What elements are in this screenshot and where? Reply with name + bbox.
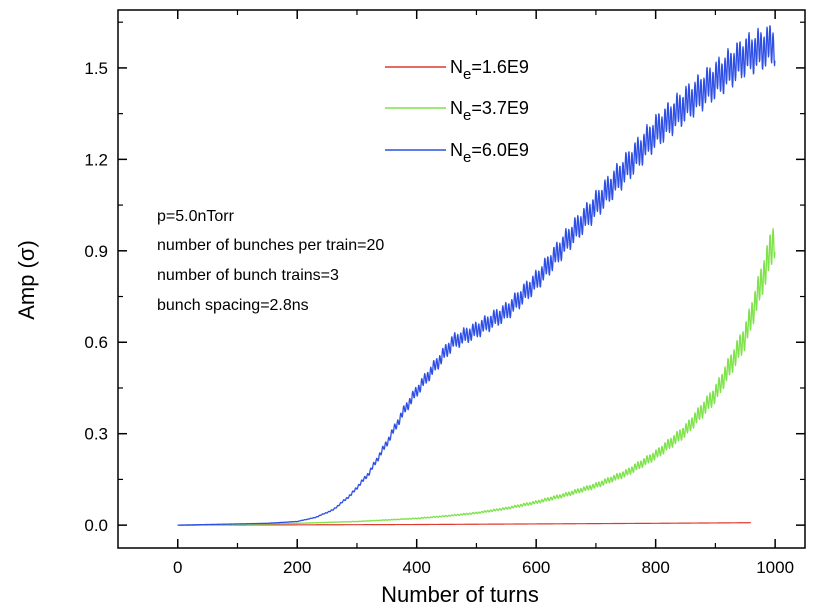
x-tick-label: 0 <box>173 558 182 577</box>
plot-frame <box>117 9 806 549</box>
series-line <box>177 522 752 526</box>
legend: Ne=1.6E9 Ne=3.7E9 Ne=6.0E9 <box>385 57 529 166</box>
series-line <box>177 25 776 526</box>
x-tick-label: 800 <box>641 558 669 577</box>
y-tick-label: 0.9 <box>84 242 108 261</box>
y-tick-label: 1.2 <box>84 150 108 169</box>
legend-label: Ne=3.7E9 <box>450 98 529 124</box>
annotation-line: number of bunches per train=20 <box>157 237 384 254</box>
legend-label: Ne=6.0E9 <box>450 140 529 166</box>
series-line <box>177 228 776 526</box>
x-tick-label: 600 <box>522 558 550 577</box>
legend-label: Ne=1.6E9 <box>450 57 529 83</box>
annotation-line: bunch spacing=2.8ns <box>157 297 309 314</box>
sigma-symbol: σ <box>14 247 39 261</box>
y-tick-label: 1.5 <box>84 59 108 78</box>
y-tick-label: 0.3 <box>84 425 108 444</box>
annotation-block: p=5.0nTorr number of bunches per train=2… <box>157 208 384 314</box>
annotation-line: p=5.0nTorr <box>157 208 235 225</box>
x-tick-label: 400 <box>403 558 431 577</box>
y-tick-label: 0.0 <box>84 516 108 535</box>
y-axis-title: Amp (σ) <box>14 240 39 320</box>
x-tick-label: 200 <box>283 558 311 577</box>
x-axis: 0 200 400 600 800 1000 <box>173 10 794 577</box>
annotation-line: number of bunch trains=3 <box>157 267 339 284</box>
y-axis: 0.0 0.3 0.6 0.9 1.2 1.5 <box>84 21 805 535</box>
x-axis-title: Number of turns <box>381 582 539 607</box>
series-layer <box>177 25 776 526</box>
y-tick-label: 0.6 <box>84 333 108 352</box>
x-tick-label: 1000 <box>756 558 794 577</box>
